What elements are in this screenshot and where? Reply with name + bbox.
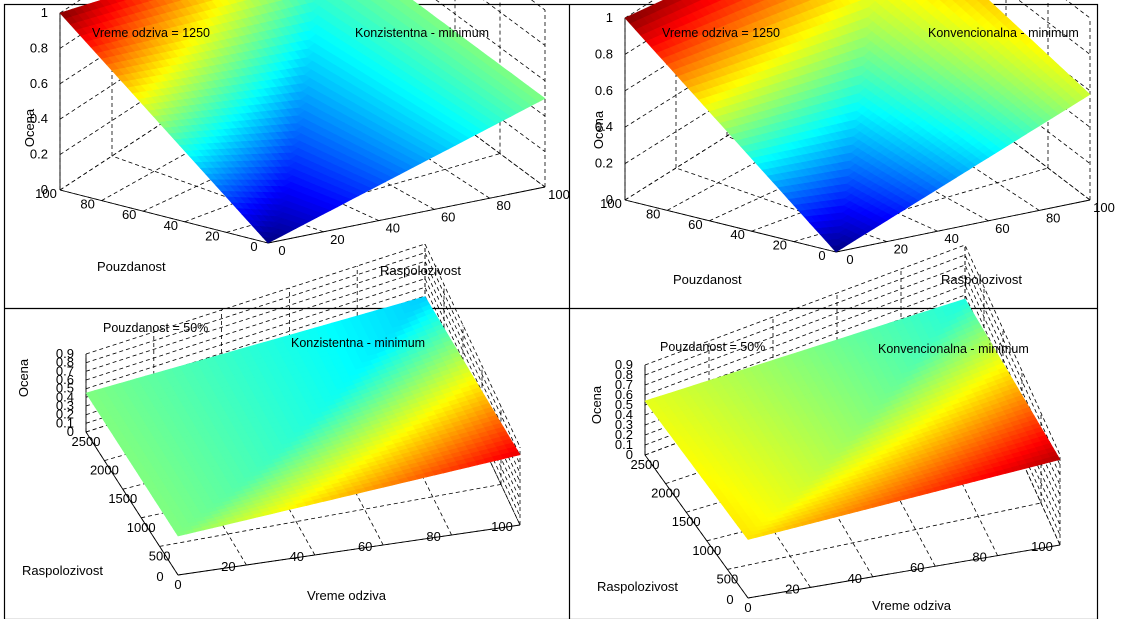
z-tick-label: 0.8 (595, 46, 613, 61)
x-tick-label: 0 (250, 239, 257, 254)
panel-grid (3, 3, 1099, 619)
x-axis-line (624, 199, 837, 253)
y-tick-label: 80 (426, 529, 440, 544)
z-tick-label: 1 (41, 5, 48, 20)
y-tick-label: 60 (441, 209, 455, 224)
x-tick-label: 0 (174, 577, 181, 592)
figure-border (3, 3, 1099, 619)
y-axis-line (835, 199, 1091, 253)
surface-plot-2: 02040608010002040608010000.20.40.60.81Vr… (591, 0, 1115, 287)
z-tick-label: 0.6 (30, 76, 48, 91)
grid-line (59, 0, 546, 85)
surface-plot-3: 0500100015002000250002040608010000.10.20… (16, 243, 521, 603)
annotation-label: Vreme odziva = 1250 (662, 26, 780, 40)
x-tick-label: 60 (122, 207, 136, 222)
y-tick-label: 80 (496, 198, 510, 213)
z-tick-label: 0.6 (595, 83, 613, 98)
y-tick-label: 60 (358, 539, 372, 554)
x-tick-label: 100 (35, 186, 57, 201)
y-tick-label: 80 (1046, 210, 1060, 225)
y-tick-label: 40 (386, 221, 400, 236)
z-axis-title: Ocena (16, 358, 31, 397)
method-label: Konzistentna - minimum (291, 336, 425, 350)
z-tick-label: 0.9 (56, 346, 74, 361)
surface-patch (369, 0, 377, 3)
x-tick-label: 500 (149, 548, 171, 563)
x-axis-title: Vreme odziva (307, 588, 387, 603)
y-axis-line (267, 186, 546, 244)
x-axis-line (59, 189, 269, 244)
surface-plot-1: 02040608010002040608010000.20.40.60.81Vr… (22, 0, 570, 278)
z-axis-title: Ocena (591, 110, 606, 149)
y-tick-label: 60 (995, 221, 1009, 236)
z-tick-label: 0.2 (30, 147, 48, 162)
surface-mesh (624, 0, 1091, 253)
surface-patch (963, 0, 971, 3)
z-tick-label: 0.8 (30, 40, 48, 55)
z-tick-label: 0 (606, 192, 613, 207)
method-label: Konzistentna - minimum (355, 26, 489, 40)
annotation-label: Pouzdanost = 50% (103, 321, 208, 335)
y-tick-label: 0 (156, 569, 163, 584)
y-tick-label: 100 (1093, 200, 1115, 215)
x-tick-label: 80 (646, 206, 660, 221)
x-tick-label: 1000 (127, 520, 156, 535)
y-tick-label: 0 (846, 252, 853, 267)
x-tick-label: 80 (80, 197, 94, 212)
y-tick-label: 40 (290, 549, 304, 564)
surface-patch (262, 236, 276, 244)
y-axis-title: Raspolozivost (22, 563, 103, 578)
z-tick-label: 0.2 (595, 156, 613, 171)
y-tick-label: 0 (278, 243, 285, 258)
x-tick-label: 60 (688, 217, 702, 232)
surface-patch (339, 0, 346, 3)
surface-patch (899, 0, 908, 4)
z-tick-label: 0.4 (30, 111, 48, 126)
x-tick-label: 2500 (72, 434, 101, 449)
z-axis-title: Ocena (22, 108, 37, 147)
y-tick-label: 100 (548, 187, 570, 202)
x-tick-label: 0 (818, 248, 825, 263)
surface-plot-4: 0500100015002000250002040608010000.10.20… (589, 244, 1061, 615)
y-tick-label: 20 (221, 559, 235, 574)
x-tick-label: 1500 (108, 491, 137, 506)
z-tick-label: 0 (41, 182, 48, 197)
annotation-label: Vreme odziva = 1250 (92, 26, 210, 40)
surface-mesh (59, 0, 546, 244)
y-tick-label: 20 (330, 232, 344, 247)
x-tick-label: 40 (164, 218, 178, 233)
y-tick-label: 100 (491, 519, 513, 534)
x-axis-title: Pouzdanost (97, 259, 166, 274)
x-tick-label: 40 (730, 227, 744, 242)
method-label: Konvencionalna - minimum (928, 26, 1079, 40)
z-tick-label: 1 (606, 10, 613, 25)
x-axis-title: Pouzdanost (673, 272, 742, 287)
y-tick-label: 40 (944, 231, 958, 246)
surface-patch (975, 0, 982, 3)
y-tick-label: 20 (894, 242, 908, 257)
surface-patch (175, 531, 188, 537)
x-tick-label: 2000 (90, 463, 119, 478)
x-tick-label: 20 (205, 228, 219, 243)
y-axis-title: Raspolozivost (380, 263, 461, 278)
x-tick-label: 20 (773, 238, 787, 253)
